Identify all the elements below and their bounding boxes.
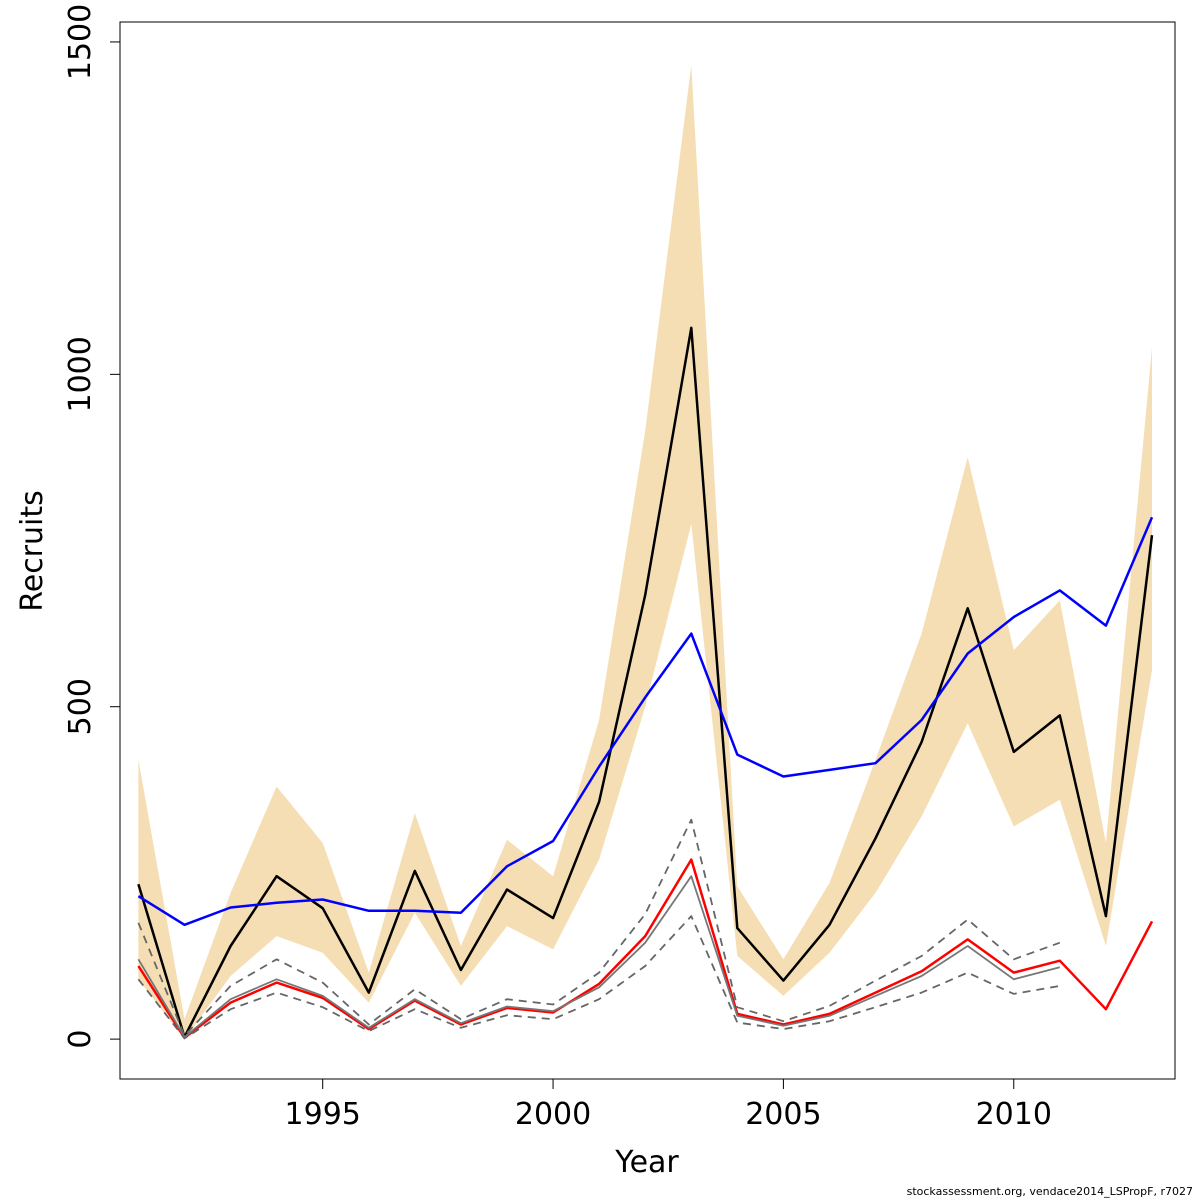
footer-credit: stockassessment.org, vendace2014_LSPropF…: [907, 1185, 1193, 1198]
series-line-1: [137, 326, 1154, 1039]
x-tick-label: 2010: [976, 1097, 1052, 1132]
x-tick-label: 2005: [745, 1097, 821, 1132]
x-tick-label: 2000: [515, 1097, 591, 1132]
y-axis-title: Recruits: [15, 490, 50, 612]
y-tick-label: 1500: [63, 4, 98, 80]
series-line-4: [137, 875, 1061, 1038]
x-axis-title: Year: [614, 1145, 679, 1180]
series-line-3: [137, 858, 1154, 1040]
y-tick-label: 500: [63, 678, 98, 735]
series-line-2: [137, 516, 1154, 927]
y-tick-label: 0: [63, 1030, 98, 1049]
band-area: [138, 65, 1152, 1040]
y-tick-label: 1000: [63, 336, 98, 412]
series-line-5: [137, 818, 1061, 1037]
series-lines: [137, 326, 1154, 1040]
x-tick-label: 1995: [285, 1097, 361, 1132]
series-line-6: [137, 915, 1060, 1040]
x-axis: 1995 2000 2005 2010: [285, 1078, 1052, 1132]
y-axis: 0 500 1000 1500: [63, 4, 121, 1049]
confidence-band: [138, 65, 1152, 1040]
